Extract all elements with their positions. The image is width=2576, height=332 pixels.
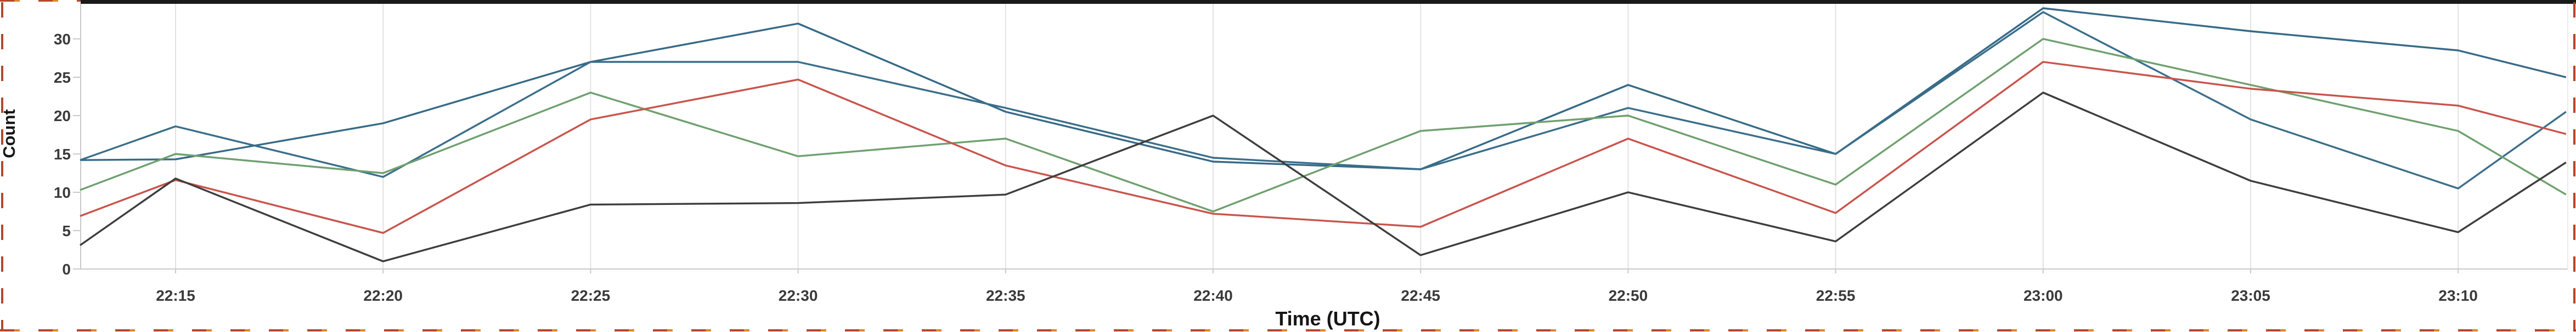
x-tick-label: 22:30 — [779, 287, 818, 304]
panel-top-border — [81, 0, 2576, 4]
x-tick-label: 22:15 — [156, 287, 195, 304]
y-tick-label: 5 — [62, 222, 71, 239]
series-blue-b — [80, 11, 2567, 190]
x-tick-label: 22:20 — [363, 287, 403, 304]
y-tick-label: 15 — [54, 146, 71, 163]
y-tick-label: 10 — [54, 184, 71, 201]
x-tick-label: 22:35 — [986, 287, 1025, 304]
x-tick-label: 23:05 — [2231, 287, 2270, 304]
y-tick-label: 30 — [54, 31, 71, 48]
x-tick-label: 22:50 — [1609, 287, 1648, 304]
x-tick-label: 22:45 — [1401, 287, 1440, 304]
x-tick-label: 22:25 — [571, 287, 611, 304]
x-tick-label: 22:55 — [1816, 287, 1856, 304]
x-axis-title: Time (UTC) — [1275, 307, 1380, 330]
x-tick-label: 23:10 — [2438, 287, 2478, 304]
x-tick-label: 23:00 — [2023, 287, 2063, 304]
y-tick-label: 20 — [54, 107, 71, 124]
series-black — [80, 91, 2567, 262]
x-tick-label: 22:40 — [1193, 287, 1233, 304]
series-blue-a — [80, 7, 2567, 170]
y-axis-title: Count — [0, 109, 19, 158]
series-green — [80, 38, 2567, 213]
y-tick-label: 0 — [62, 261, 71, 278]
series-red — [80, 61, 2567, 234]
y-tick-label: 25 — [54, 69, 71, 86]
